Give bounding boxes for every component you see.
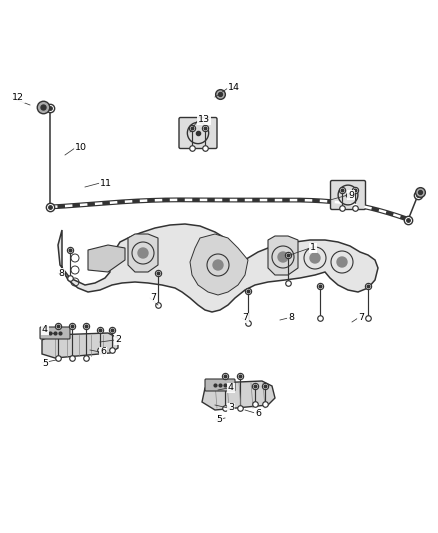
- Text: 7: 7: [358, 313, 364, 322]
- Text: 6: 6: [255, 408, 261, 417]
- Text: 7: 7: [242, 313, 248, 322]
- Polygon shape: [88, 245, 125, 272]
- Circle shape: [138, 248, 148, 258]
- Text: 8: 8: [288, 313, 294, 322]
- Text: 4: 4: [228, 384, 234, 392]
- Text: 5: 5: [42, 359, 48, 367]
- Circle shape: [337, 257, 347, 267]
- Text: 9: 9: [348, 190, 354, 199]
- FancyBboxPatch shape: [331, 181, 365, 209]
- Polygon shape: [268, 236, 298, 275]
- Text: 13: 13: [198, 116, 210, 125]
- Text: 5: 5: [216, 416, 222, 424]
- Text: 2: 2: [115, 335, 121, 344]
- Circle shape: [278, 252, 288, 262]
- Text: 8: 8: [58, 269, 64, 278]
- Polygon shape: [128, 234, 158, 272]
- Text: 3: 3: [228, 403, 234, 413]
- Polygon shape: [42, 333, 118, 358]
- Polygon shape: [190, 234, 248, 295]
- Circle shape: [213, 260, 223, 270]
- FancyBboxPatch shape: [179, 117, 217, 149]
- FancyBboxPatch shape: [205, 379, 235, 391]
- Text: 6: 6: [100, 348, 106, 357]
- Text: 4: 4: [42, 326, 48, 335]
- Circle shape: [310, 253, 320, 263]
- FancyBboxPatch shape: [40, 327, 70, 339]
- Text: 1: 1: [310, 244, 316, 253]
- Polygon shape: [202, 381, 275, 410]
- Text: 11: 11: [100, 179, 112, 188]
- Text: 10: 10: [75, 143, 87, 152]
- Polygon shape: [58, 224, 378, 312]
- Text: 14: 14: [228, 84, 240, 93]
- Text: 7: 7: [150, 294, 156, 303]
- Text: 12: 12: [12, 93, 24, 102]
